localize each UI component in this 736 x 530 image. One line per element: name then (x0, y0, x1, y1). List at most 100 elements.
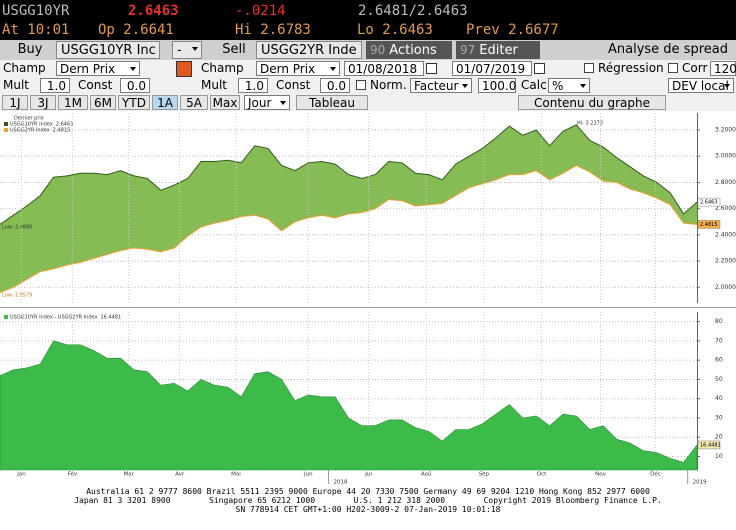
edit-number: 97 (460, 43, 476, 57)
period-button[interactable]: 1M (58, 95, 88, 110)
calc-select[interactable]: % (548, 78, 590, 93)
const2-input[interactable]: 0.0 (320, 78, 350, 93)
y-tick-label: 80 (715, 318, 723, 325)
year-label: 2019 (693, 480, 707, 486)
legend-value: 2.6463 (56, 122, 74, 128)
change: -.0214 (235, 3, 286, 19)
operator-select[interactable]: - (172, 41, 202, 59)
buy-button[interactable]: Buy (8, 41, 52, 59)
last-value-badge (697, 220, 721, 229)
field2-select[interactable]: Dern Prix (256, 61, 340, 76)
y-tick-label: 2.8000 (715, 179, 736, 186)
footer-line: Japan 81 3 3201 8900 Singapore 65 6212 1… (74, 496, 662, 505)
period-button[interactable]: 1J (2, 95, 28, 110)
last-value-label: 2.4815 (700, 222, 718, 228)
mult1-input[interactable]: 1.0 (40, 78, 70, 93)
y-tick-label: 2.4000 (715, 231, 736, 238)
low: Lo 2.6463 (357, 22, 433, 38)
toolbar: Buy USGG10YR Inc - Sell USGG2YR Inde 90 A… (0, 40, 736, 60)
mult2-label: Mult (201, 78, 227, 92)
period-button[interactable]: 5A (180, 95, 208, 110)
last-value-label: 16.4481 (700, 442, 721, 448)
const1-input[interactable]: 0.0 (120, 78, 150, 93)
corr-window[interactable]: 120 (710, 61, 736, 76)
y-tick-label: 3.2000 (715, 127, 736, 134)
frequency-select[interactable]: Jour (244, 95, 290, 110)
legend-title: Dernier prix (14, 116, 44, 122)
footer-line: Australia 61 2 9777 8600 Brazil 5511 239… (86, 487, 650, 496)
factor-input[interactable]: 100.0 (478, 78, 516, 93)
calendar-icon[interactable] (426, 63, 437, 74)
y-tick-label: 2.0000 (715, 284, 736, 291)
legend-label: USGG2YR Index (10, 128, 50, 134)
sell-button[interactable]: Sell (214, 41, 254, 59)
year-label: 2018 (333, 480, 347, 486)
legend-value: 2.4815 (53, 128, 71, 134)
y-tick-label: 40 (715, 395, 723, 402)
start-date[interactable]: 01/08/2018 (344, 61, 424, 76)
spread-charts: 3.2000 3.0000 2.8000 2.6000 2.4000 2.2000 2.00… (0, 111, 736, 488)
ticker: USGG10YR (2, 3, 70, 19)
legend-swatch (4, 315, 8, 319)
y-tick-label: 20 (715, 434, 723, 441)
last-value-badge (697, 197, 721, 207)
quote-header: USGG10YR 2.6463 -.0214 2.6481/2.6463 At … (0, 0, 736, 40)
footer-line: SN 778914 CET GMT+1:00 H202-3009-2 07-Ja… (235, 505, 501, 514)
y-tick-label: 60 (715, 357, 723, 364)
actions-button[interactable]: 90 Actions (366, 41, 452, 59)
mult1-label: Mult (3, 78, 29, 92)
x-tick-label: Jun (303, 472, 313, 478)
x-tick-label: Avr (175, 472, 185, 478)
const1-label: Const (78, 78, 113, 92)
field1-label: Champ (3, 61, 46, 75)
regression-checkbox[interactable] (584, 63, 594, 73)
last-price: 2.6463 (128, 3, 179, 19)
y-tick-label: 2.6000 (715, 205, 736, 212)
field1-select[interactable]: Dern Prix (56, 61, 140, 76)
y-tick-label: 2.2000 (715, 258, 736, 265)
annotation: Low: 2.4880 (2, 225, 32, 231)
field2-label: Champ (201, 61, 244, 75)
function-title: Analyse de spread (608, 42, 728, 57)
table-button[interactable]: Tableau (296, 95, 368, 110)
corr-checkbox[interactable] (668, 63, 678, 73)
factor-select[interactable]: Facteur (410, 78, 472, 93)
corr-label: Corr (682, 61, 708, 75)
annotation: Low: 1.9579 (2, 293, 32, 299)
period-button[interactable]: YTD (118, 95, 150, 110)
period-button[interactable]: Max (210, 95, 240, 110)
calc-label: Calc (521, 78, 547, 92)
norm-checkbox[interactable] (356, 80, 366, 90)
calendar-icon[interactable] (534, 63, 545, 74)
x-tick-label: Sep (479, 472, 490, 478)
security1-input[interactable]: USGG10YR Inc (56, 41, 160, 59)
swap-icon[interactable] (176, 61, 192, 77)
period-button[interactable]: 6M (90, 95, 116, 110)
edit-label: Editer (479, 43, 518, 58)
scale-row: Mult 1.0 Const 0.0 Mult 1.0 Const 0.0 No… (0, 77, 736, 94)
chart-contents-button[interactable]: Contenu du graphe (518, 95, 666, 110)
x-tick-label: Oct (537, 472, 547, 478)
series-line (0, 124, 698, 225)
end-date[interactable]: 01/07/2019 (452, 61, 532, 76)
series-area (0, 340, 698, 471)
actions-number: 90 (370, 43, 386, 57)
x-tick-label: Fév (68, 471, 78, 478)
security2-input[interactable]: USGG2YR Inde (256, 41, 362, 59)
actions-label: Actions (389, 43, 437, 58)
y-tick-label: 10 (715, 453, 723, 460)
edit-button[interactable]: 97 Editer (456, 41, 540, 59)
x-tick-label: Mar (123, 472, 134, 478)
x-tick-label: Jul (364, 472, 372, 478)
x-tick-label: Jan (16, 472, 26, 478)
period-row: Jour Tableau Contenu du graphe 1J 3J 1M 6M Y… (0, 94, 736, 111)
x-tick-label: Déc (650, 471, 661, 478)
x-tick-label: Nov (595, 472, 606, 478)
currency-select[interactable]: DEV local (668, 78, 734, 93)
mult2-input[interactable]: 1.0 (238, 78, 268, 93)
period-button[interactable]: 1A (152, 95, 178, 110)
x-tick-label: Aoû (421, 471, 432, 478)
series-line (0, 164, 698, 293)
period-button[interactable]: 3J (30, 95, 56, 110)
